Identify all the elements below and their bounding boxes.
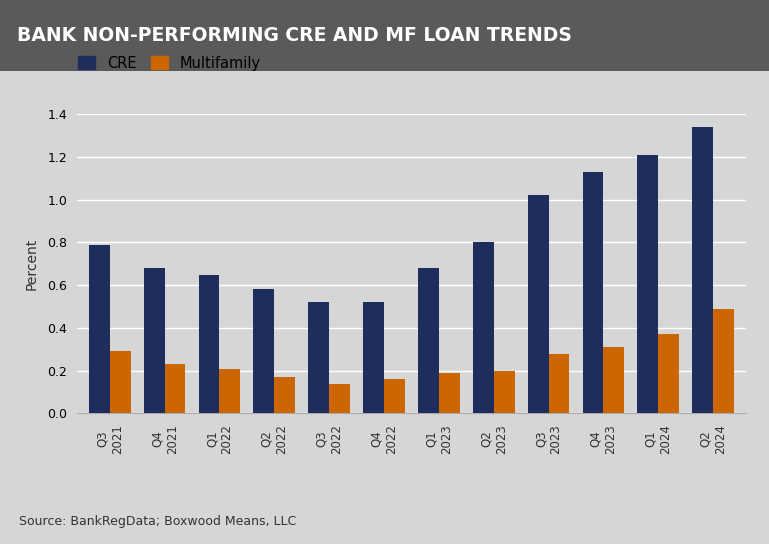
Bar: [548, 354, 569, 413]
Bar: [384, 379, 404, 413]
Bar: [329, 384, 350, 413]
Bar: [713, 309, 734, 413]
Bar: [638, 155, 658, 413]
Bar: [198, 275, 219, 413]
Bar: [89, 245, 110, 413]
Bar: [254, 289, 275, 413]
Legend: CRE, Multifamily: CRE, Multifamily: [78, 55, 261, 71]
Y-axis label: Percent: Percent: [25, 238, 39, 290]
Bar: [110, 351, 131, 413]
Bar: [418, 268, 439, 413]
Bar: [275, 377, 295, 413]
Bar: [308, 302, 329, 413]
Bar: [473, 243, 494, 413]
Bar: [692, 127, 713, 413]
Bar: [658, 335, 679, 413]
Bar: [494, 370, 514, 413]
Bar: [219, 369, 241, 413]
Bar: [363, 302, 384, 413]
Bar: [165, 364, 185, 413]
Bar: [604, 347, 624, 413]
Bar: [439, 373, 460, 413]
Text: BANK NON-PERFORMING CRE AND MF LOAN TRENDS: BANK NON-PERFORMING CRE AND MF LOAN TREN…: [17, 26, 572, 45]
Bar: [144, 268, 165, 413]
Bar: [528, 195, 548, 413]
Text: Source: BankRegData; Boxwood Means, LLC: Source: BankRegData; Boxwood Means, LLC: [19, 515, 297, 528]
Bar: [582, 172, 604, 413]
